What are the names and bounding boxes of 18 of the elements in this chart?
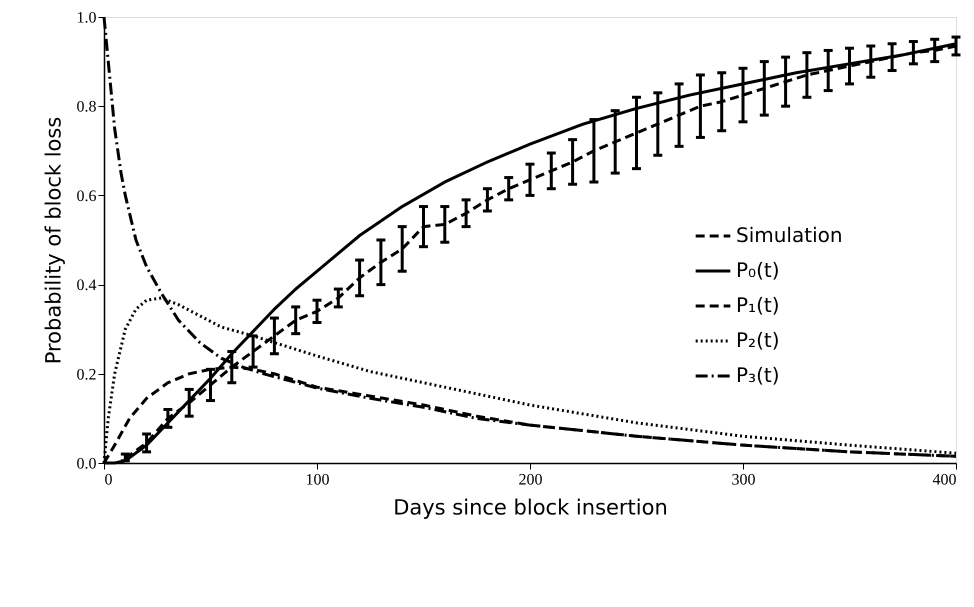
legend-label: P₃(t) (736, 363, 780, 387)
legend-label: P₀(t) (736, 258, 780, 282)
y-tick-label: 0.6 (76, 188, 96, 205)
y-tick-label: 1.0 (76, 10, 96, 26)
y-tick-label: 0.8 (76, 98, 96, 116)
y-tick-label: 0.2 (76, 366, 96, 384)
y-tick-label: 0.0 (76, 456, 96, 472)
legend-label: P₂(t) (736, 328, 780, 352)
x-tick-label: 100 (306, 472, 330, 488)
x-tick-label: 0 (104, 472, 112, 488)
y-axis-title: Probability of block loss (42, 116, 66, 364)
y-tick-label: 0.4 (76, 277, 96, 294)
legend-label: P₁(t) (736, 293, 780, 317)
x-tick-label: 300 (732, 472, 756, 488)
x-tick-label: 200 (518, 472, 542, 488)
legend-label: Simulation (736, 223, 843, 247)
x-tick-label: 400 (932, 472, 956, 488)
x-axis-title: Days since block insertion (393, 496, 668, 520)
